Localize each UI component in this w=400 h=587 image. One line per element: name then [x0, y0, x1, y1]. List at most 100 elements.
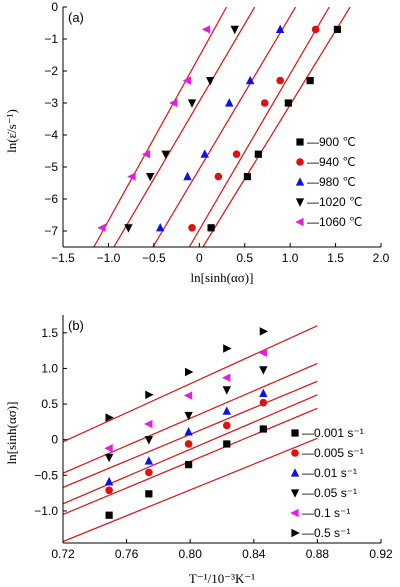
chart-panel-a: −1.5 −1.0 −0.5 0 0.5 1.0 1.5 2.0 0 −1 −2 −3 −4 −5 −6 −7… [4, 0, 390, 285]
data-point [144, 456, 154, 465]
fit-line-1 [188, 7, 330, 247]
legend-marker [290, 468, 300, 477]
data-point [156, 223, 165, 232]
fit-line-4 [63, 362, 318, 474]
data-point [183, 171, 192, 181]
y-tick-label: −3 [44, 96, 58, 110]
data-point [184, 440, 193, 448]
data-point [144, 436, 154, 445]
y-tick-label: −2 [44, 64, 58, 78]
fit-line-4 [93, 7, 228, 247]
legend-label: —0.01 s⁻¹ [302, 466, 357, 480]
data-point [105, 486, 113, 495]
data-point [259, 425, 267, 433]
data-point [144, 419, 153, 429]
data-point [184, 411, 193, 421]
y-tick-label: 0 [51, 0, 58, 14]
x-tick-label: −1.5 [51, 251, 75, 265]
series-0 [105, 425, 267, 519]
data-point [214, 172, 223, 181]
data-point [141, 150, 151, 159]
data-point [225, 98, 234, 107]
y-tick-label: 0 [51, 433, 58, 447]
y-tick-label: −7 [44, 224, 58, 238]
x-tick-label: 0.76 [115, 547, 139, 561]
chart-panel-b: 0.72 0.76 0.80 0.84 0.88 0.92 −1.0 −0.5 0 0.5 1.0 1… [4, 315, 393, 586]
fit-line-0 [63, 437, 318, 543]
legend-marker [295, 198, 305, 207]
data-point [187, 99, 197, 108]
series-3 [104, 366, 268, 463]
data-point [207, 224, 215, 232]
x-tick-label: −0.5 [142, 251, 166, 265]
x-tick-label: 2.0 [373, 251, 390, 265]
y-tick-label: −1.0 [34, 504, 58, 518]
data-point [161, 150, 170, 159]
data-point [243, 173, 252, 181]
fit-lines [63, 325, 318, 543]
data-point [182, 76, 192, 85]
data-point [222, 386, 231, 395]
x-axis-label: ln[sinh(ασ)] [191, 270, 254, 285]
data-point [245, 75, 255, 85]
data-point [104, 453, 114, 463]
data-point [260, 99, 269, 107]
series-4 [97, 25, 211, 232]
x-tick-label: 0.72 [51, 547, 75, 561]
data-point [259, 366, 268, 375]
data-point [124, 224, 133, 233]
y-tick-label: −5 [44, 160, 58, 174]
data-point [105, 413, 114, 422]
x-tick-label: 1.5 [327, 251, 344, 265]
y-tick-label: −6 [44, 192, 58, 206]
y-tick-label: 1.0 [41, 361, 58, 375]
data-point [188, 224, 196, 232]
y-axis-label: ln[sinh(ασ)] [4, 402, 19, 465]
legend-marker [290, 489, 300, 498]
fit-line-5 [63, 325, 318, 443]
panel-label: (a) [68, 10, 84, 25]
data-point [258, 348, 267, 357]
data-point [185, 367, 194, 377]
legend-label: —0.005 s⁻¹ [302, 446, 364, 460]
data-point [222, 406, 231, 415]
series-3 [124, 25, 239, 233]
data-point [105, 511, 113, 519]
fit-line-3 [113, 7, 256, 247]
y-axis-label: ln(ε̇/s⁻¹) [4, 109, 19, 153]
data-point [145, 390, 154, 399]
legend-label: —0.1 s⁻¹ [302, 506, 350, 520]
legend: —900 ℃ —940 ℃ —980 ℃ —1020 ℃ —1060 ℃ [295, 135, 363, 229]
series-0 [207, 25, 341, 232]
data-point [254, 150, 262, 158]
data-point [306, 77, 314, 85]
series-5 [105, 327, 269, 422]
data-point [259, 388, 268, 397]
legend-marker [290, 508, 299, 518]
legend-marker [291, 449, 299, 457]
data-point [223, 440, 231, 448]
legend-label: —0.001 s⁻¹ [302, 426, 364, 440]
x-tick-label: 1.0 [282, 251, 299, 265]
data-point [223, 344, 232, 353]
data-point [276, 76, 284, 85]
legend: —0.001 s⁻¹ —0.005 s⁻¹ —0.01 s⁻¹ —0.05 s⁻¹ —0… [290, 426, 364, 540]
series-1 [105, 398, 268, 495]
y-tick-label: −1 [44, 32, 58, 46]
legend-label: —0.05 s⁻¹ [302, 486, 357, 500]
x-tick-label: 0.88 [306, 547, 330, 561]
data-point [333, 25, 341, 33]
legend-marker [296, 158, 304, 166]
series-1 [188, 25, 320, 232]
fit-lines [93, 7, 351, 247]
data-point [201, 25, 211, 34]
y-tick-label: −4 [44, 128, 58, 142]
data-point [259, 327, 269, 336]
legend-label: —980 ℃ [307, 175, 356, 189]
series-2 [104, 388, 268, 486]
legend-label: —900 ℃ [307, 135, 356, 149]
data-point [145, 468, 153, 477]
legend-marker [295, 177, 305, 186]
data-point [222, 421, 231, 430]
x-tick-label: 0.5 [236, 251, 253, 265]
